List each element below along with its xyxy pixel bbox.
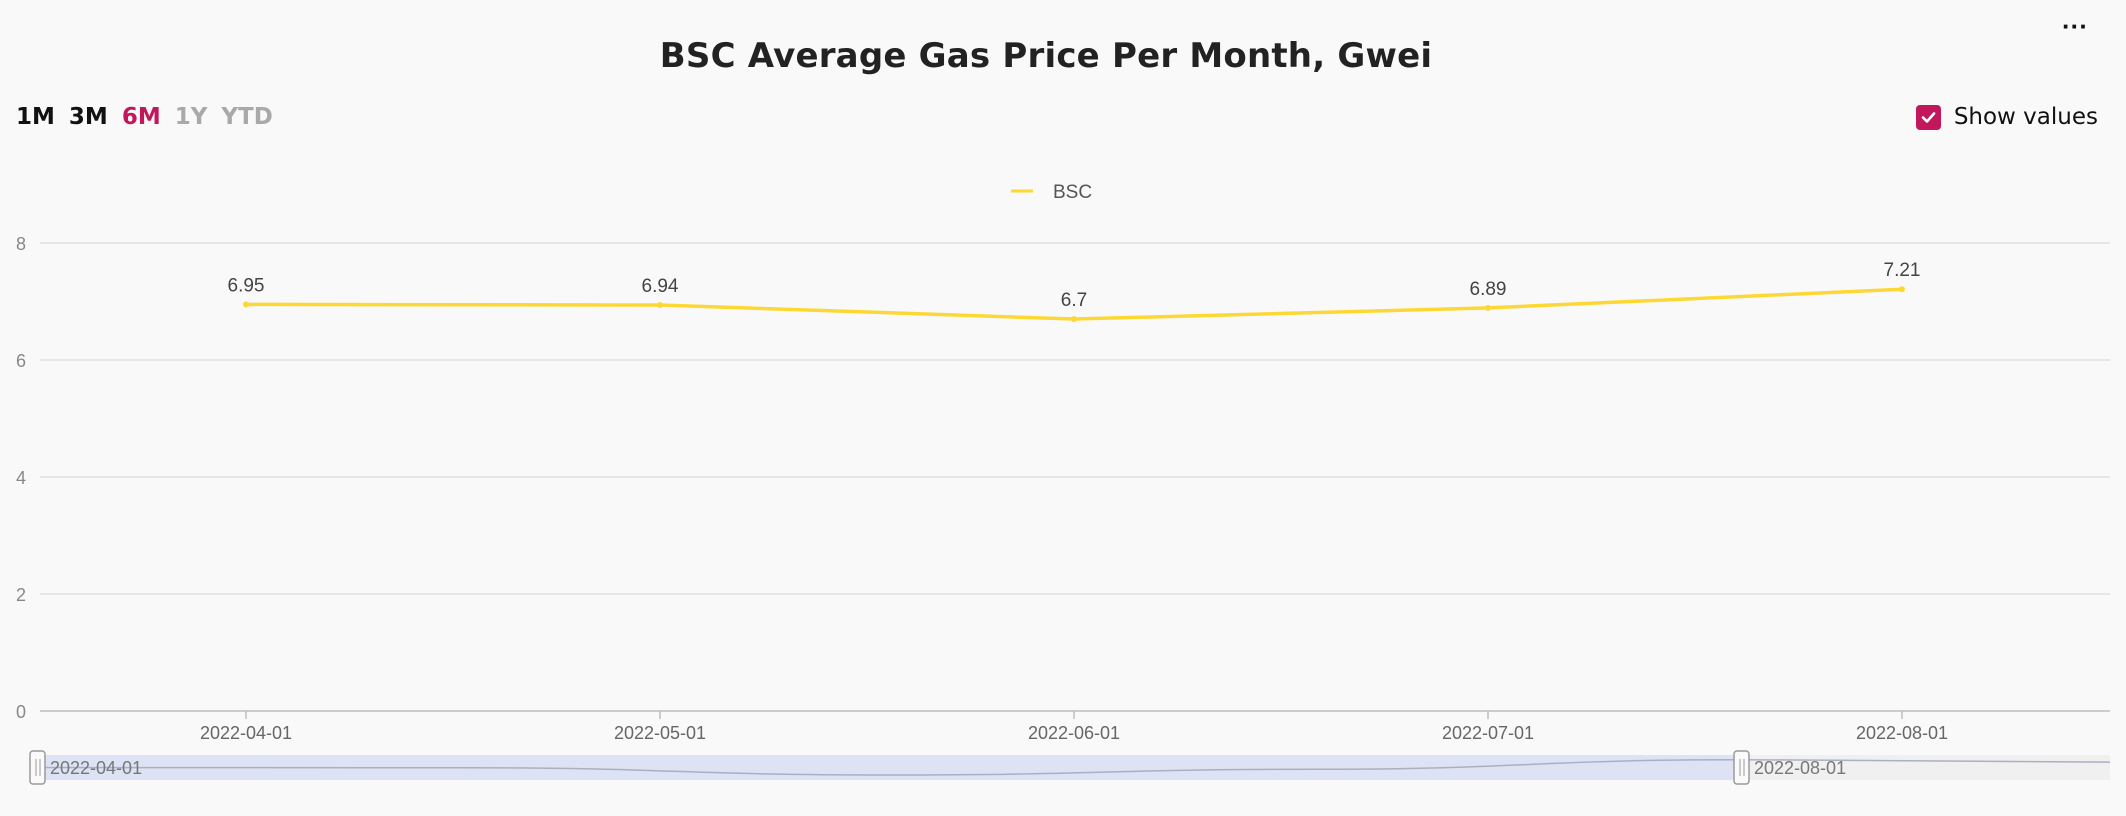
data-point[interactable] bbox=[1485, 304, 1491, 311]
y-tick-label: 6 bbox=[16, 351, 26, 371]
range-button-3m[interactable]: 3M bbox=[68, 104, 108, 130]
legend-label-bsc[interactable]: BSC bbox=[1053, 182, 1092, 203]
range-button-6m[interactable]: 6M bbox=[121, 104, 161, 130]
x-tick-label: 2022-07-01 bbox=[1442, 723, 1534, 743]
y-tick-label: 4 bbox=[16, 468, 26, 488]
show-values-label: Show values bbox=[1953, 104, 2098, 130]
navigator-handle-left[interactable] bbox=[29, 750, 46, 785]
show-values-toggle[interactable]: Show values bbox=[1915, 104, 2098, 130]
range-selector: 1M 3M 6M 1Y YTD bbox=[16, 104, 287, 130]
y-tick-label: 8 bbox=[16, 234, 26, 254]
y-tick-label: 0 bbox=[16, 702, 26, 722]
data-value-label: 7.21 bbox=[1884, 260, 1921, 281]
x-tick-label: 2022-08-01 bbox=[1856, 723, 1948, 743]
data-point[interactable] bbox=[1899, 286, 1905, 293]
data-point[interactable] bbox=[1071, 316, 1077, 323]
chart-title: BSC Average Gas Price Per Month, Gwei bbox=[659, 36, 1433, 76]
x-tick-label: 2022-06-01 bbox=[1028, 723, 1120, 743]
range-button-1m[interactable]: 1M bbox=[16, 104, 55, 130]
y-tick-label: 2 bbox=[16, 585, 26, 605]
navigator-end-label: 2022-08-01 bbox=[1754, 758, 1846, 778]
range-button-1y[interactable]: 1Y bbox=[174, 104, 208, 130]
data-value-label: 6.7 bbox=[1061, 290, 1087, 311]
checkbox-checked-icon[interactable] bbox=[1915, 104, 1941, 130]
navigator-start-label: 2022-04-01 bbox=[50, 758, 142, 778]
data-point[interactable] bbox=[657, 302, 663, 309]
data-value-label: 6.95 bbox=[228, 275, 265, 296]
range-button-ytd[interactable]: YTD bbox=[221, 104, 273, 130]
navigator-handle-right[interactable] bbox=[1733, 750, 1750, 785]
navigator-series-line bbox=[37, 758, 2111, 776]
more-options-icon[interactable]: ··· bbox=[2062, 10, 2088, 41]
data-point[interactable] bbox=[243, 301, 249, 308]
x-tick-label: 2022-05-01 bbox=[614, 723, 706, 743]
x-tick-label: 2022-04-01 bbox=[200, 723, 292, 743]
data-value-label: 6.94 bbox=[642, 276, 679, 297]
data-value-label: 6.89 bbox=[1470, 279, 1507, 300]
